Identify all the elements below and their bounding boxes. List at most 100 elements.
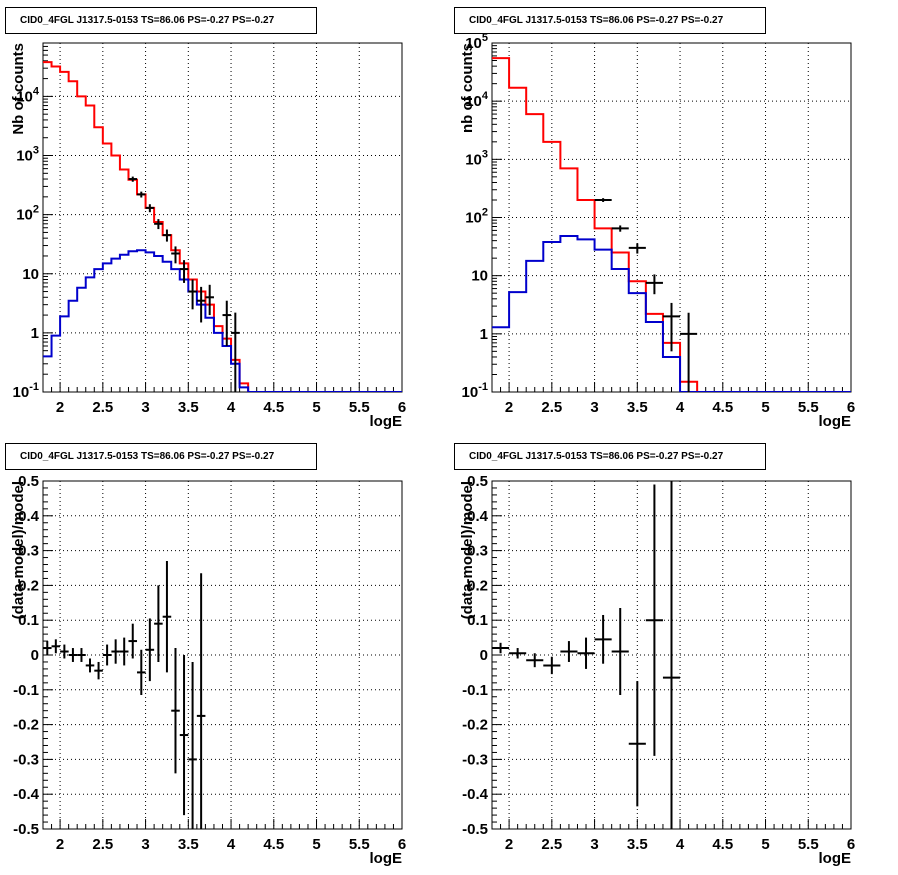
residual-point: [77, 648, 86, 662]
data-point: [145, 204, 155, 213]
data-point: [128, 176, 138, 182]
residual-point: [188, 661, 197, 829]
x-tick-label: 3: [590, 399, 598, 416]
title-box-bottom-right: CID0_4FGL J1317.5-0153 TS=86.06 PS=-0.27…: [454, 443, 766, 470]
x-tick-label: 3.5: [627, 836, 648, 853]
y-tick-label: -0.2: [462, 717, 488, 734]
x-tick-label: 5.5: [798, 399, 819, 416]
x-tick-label: 5: [312, 399, 320, 416]
chart-panel-0: 2 2.5 3 3.5 4 4.5 5 5.5 610-1110102103104logENb …: [10, 42, 406, 430]
x-axis-label: logE: [819, 413, 852, 430]
x-tick-label: 6: [398, 836, 406, 853]
data-point: [222, 300, 232, 346]
x-tick-label: 2: [505, 399, 513, 416]
residual-point: [492, 642, 510, 654]
y-tick-label: 0: [480, 647, 488, 664]
residual-point: [196, 573, 206, 829]
y-tick-label: 10: [471, 268, 488, 285]
residual-point: [85, 658, 95, 673]
residual-point: [594, 614, 612, 664]
x-tick-label: 5.5: [349, 836, 370, 853]
data-point: [628, 243, 646, 254]
x-tick-label: 4: [227, 836, 236, 853]
y-axis-label: nb of counts: [459, 43, 476, 133]
residual-point: [60, 644, 69, 659]
y-axis-label: Nb of counts: [10, 43, 27, 135]
chart-panel-3: 2 2.5 3 3.5 4 4.5 5 5.5 6 -0.5 -0.4 -0.3 -0.2 -0.1 0 0.…: [459, 473, 855, 867]
data-point: [154, 219, 163, 230]
residual-point: [179, 655, 189, 816]
y-tick-label: 0.4: [18, 508, 40, 525]
x-tick-label: 2.5: [541, 836, 562, 853]
plot-area: [43, 561, 206, 829]
plot-frame: [42, 480, 403, 830]
x-tick-label: 6: [847, 399, 855, 416]
x-tick-label: 6: [398, 399, 406, 416]
x-tick-label: 4: [676, 836, 685, 853]
x-tick-label: 2.5: [92, 399, 113, 416]
x-tick-label: 5.5: [349, 399, 370, 416]
x-tick-label: 4.5: [263, 836, 284, 853]
y-tick-label: 0.5: [18, 473, 39, 490]
y-tick-label: 0.4: [467, 508, 489, 525]
y-tick-label: -0.4: [13, 786, 40, 803]
residual-point: [560, 641, 578, 662]
y-tick-label: 0: [31, 647, 39, 664]
residual-point: [543, 656, 561, 675]
y-tick-label: -0.1: [13, 682, 39, 699]
histogram-series-0: [492, 57, 851, 392]
x-tick-label: 4.5: [263, 399, 284, 416]
x-tick-label: 5: [761, 399, 769, 416]
residual-point: [119, 637, 129, 666]
data-point: [162, 229, 172, 242]
residual-point: [68, 648, 78, 662]
x-tick-label: 3: [590, 836, 598, 853]
residual-point: [128, 623, 138, 659]
plot-area: [492, 57, 851, 392]
residual-point: [154, 585, 163, 662]
y-tick-label: 0.3: [18, 543, 39, 560]
x-tick-label: 3: [141, 836, 149, 853]
histogram-series-1: [492, 235, 851, 392]
y-tick-label: 1: [480, 326, 488, 343]
x-tick-label: 2.5: [541, 399, 562, 416]
residual-point: [509, 648, 527, 659]
y-tick-label: -0.1: [462, 682, 488, 699]
data-point: [171, 246, 180, 264]
residual-point: [51, 639, 61, 654]
histogram-series-0: [43, 61, 402, 392]
data-point: [205, 284, 214, 316]
y-tick-label: -0.2: [13, 717, 39, 734]
y-tick-label: 10: [22, 266, 39, 283]
data-point: [196, 286, 206, 323]
y-tick-label: -0.5: [462, 821, 488, 838]
residual-point: [43, 641, 52, 655]
data-point: [594, 198, 612, 202]
x-tick-label: 2.5: [92, 836, 113, 853]
y-tick-label: -0.4: [462, 786, 489, 803]
data-point: [611, 225, 629, 232]
x-axis-label: logE: [819, 850, 852, 867]
y-tick-label: 0.2: [467, 577, 488, 594]
residual-point: [645, 484, 663, 756]
y-tick-label: 10-1: [462, 381, 488, 401]
y-tick-label: 0.3: [467, 543, 488, 560]
title-box-top-left: CID0_4FGL J1317.5-0153 TS=86.06 PS=-0.27…: [5, 7, 317, 34]
x-tick-label: 3.5: [178, 836, 199, 853]
y-tick-label: -0.5: [13, 821, 39, 838]
y-tick-label: 0.1: [467, 612, 488, 629]
x-tick-label: 4: [676, 399, 685, 416]
x-tick-label: 2: [56, 836, 64, 853]
residual-point: [611, 608, 629, 696]
y-tick-label: 0.1: [18, 612, 39, 629]
plot-area: [492, 481, 681, 829]
x-tick-label: 5: [761, 836, 769, 853]
y-axis-label: (data-model)/model: [10, 481, 27, 619]
x-tick-label: 2: [56, 399, 64, 416]
data-point: [662, 302, 681, 352]
residual-point: [171, 648, 180, 774]
x-tick-label: 3: [141, 399, 149, 416]
residual-point: [102, 644, 112, 666]
x-tick-label: 3.5: [627, 399, 648, 416]
